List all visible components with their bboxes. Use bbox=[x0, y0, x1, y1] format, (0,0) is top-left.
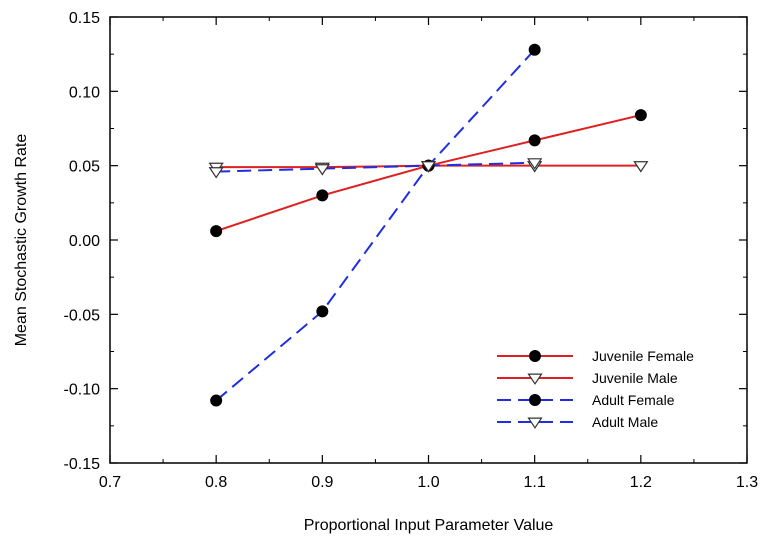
y-tick-label: 0.00 bbox=[69, 233, 100, 250]
data-point bbox=[210, 394, 223, 407]
x-tick-label: 1.2 bbox=[630, 474, 652, 491]
y-tick-label: -0.10 bbox=[64, 382, 101, 399]
legend-marker bbox=[529, 350, 541, 362]
data-point bbox=[314, 164, 330, 176]
x-tick-label: 1.3 bbox=[736, 474, 758, 491]
data-point bbox=[316, 189, 329, 202]
y-tick-label: 0.10 bbox=[69, 84, 100, 101]
series-line bbox=[215, 49, 536, 402]
legend: Juvenile Female Juvenile Male Adult Female… bbox=[497, 348, 694, 430]
x-tick-label: 0.7 bbox=[99, 474, 121, 491]
legend-item: Juvenile Female bbox=[497, 348, 694, 364]
series-adult-male bbox=[216, 161, 535, 173]
legend-label: Juvenile Male bbox=[592, 370, 678, 386]
legend-item: Adult Female bbox=[497, 392, 675, 408]
series-juvenile-female bbox=[215, 114, 642, 233]
x-tick-label: 1.0 bbox=[417, 474, 439, 491]
data-point bbox=[316, 305, 329, 318]
data-point bbox=[210, 225, 223, 238]
series-adult-female bbox=[215, 49, 536, 402]
series-layer bbox=[208, 43, 649, 407]
y-axis-title: Mean Stochastic Growth Rate bbox=[13, 134, 30, 347]
legend-marker bbox=[529, 394, 541, 406]
data-point bbox=[633, 161, 649, 173]
data-point bbox=[527, 158, 543, 170]
y-axis-ticks: -0.15 -0.10 -0.05 0.00 0.05 0.10 0.15 bbox=[64, 10, 747, 473]
series-line bbox=[216, 161, 535, 173]
legend-label: Adult Female bbox=[592, 392, 675, 408]
data-point bbox=[528, 43, 541, 56]
legend-item: Adult Male bbox=[497, 414, 658, 430]
legend-label: Adult Male bbox=[592, 414, 658, 430]
data-point bbox=[634, 109, 647, 122]
x-axis-ticks: 0.7 0.8 0.9 1.0 1.1 1.2 1.3 bbox=[99, 17, 758, 491]
data-point bbox=[420, 161, 437, 173]
series-line bbox=[215, 114, 642, 233]
y-tick-label: -0.05 bbox=[64, 307, 101, 324]
legend-marker bbox=[527, 373, 543, 385]
legend-item: Juvenile Male bbox=[497, 370, 678, 386]
y-tick-label: 0.05 bbox=[69, 159, 100, 176]
legend-marker bbox=[527, 417, 543, 429]
data-point bbox=[208, 167, 224, 179]
series-markers-adult-male bbox=[208, 158, 543, 179]
data-point bbox=[528, 134, 541, 147]
legend-label: Juvenile Female bbox=[592, 348, 694, 364]
x-tick-label: 0.8 bbox=[205, 474, 227, 491]
y-tick-label: -0.15 bbox=[64, 456, 101, 473]
x-tick-label: 1.1 bbox=[524, 474, 546, 491]
y-tick-label: 0.15 bbox=[69, 10, 100, 27]
x-axis-title: Proportional Input Parameter Value bbox=[304, 517, 554, 534]
x-tick-label: 0.9 bbox=[311, 474, 333, 491]
